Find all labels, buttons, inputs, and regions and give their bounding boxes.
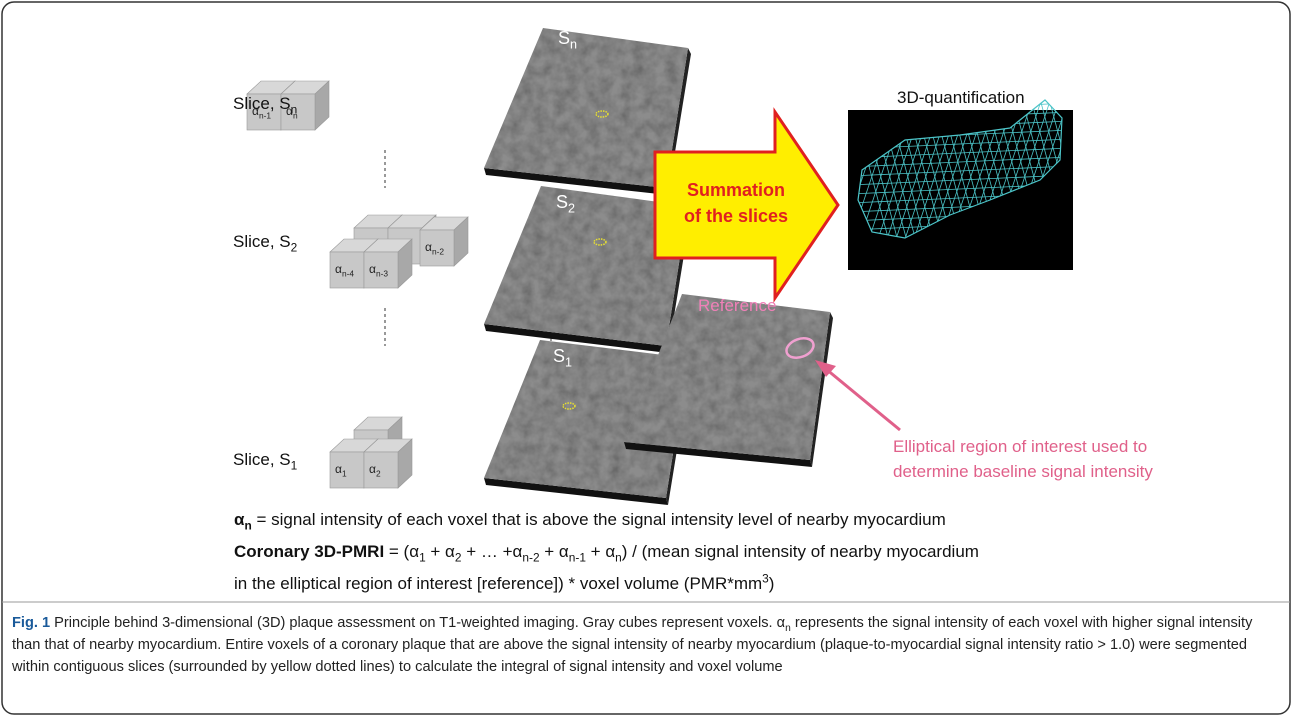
text: + α [586,542,615,561]
subscript: n-4 [342,268,354,278]
subscript: n [615,550,622,564]
text: α [369,262,376,276]
text: in the elliptical region of interest [re… [234,574,762,593]
slice-image-label: S1 [553,346,572,367]
subscript: 1 [342,468,347,478]
voxel-label: αn-2 [425,240,444,254]
subscript: 2 [376,468,381,478]
text: S [553,346,565,366]
equation: Coronary 3D-PMRI = (α1 + α2 + … +αn-2 + … [234,542,979,562]
slice-label: Slice, S2 [233,232,297,252]
voxel-label: α1 [335,462,347,476]
subscript: n-2 [432,246,444,256]
text: = (α [384,542,419,561]
mesh-line [1075,95,1115,245]
caption: Fig. 1 Principle behind 3-dimensional (3… [12,612,1280,678]
text: + α [540,542,569,561]
superscript: 3 [762,571,769,585]
subscript: 2 [455,550,462,564]
subscript: 1 [291,458,298,472]
slice-image-label: Sn [558,28,577,49]
subscript: 2 [291,240,298,254]
equation: αn = signal intensity of each voxel that… [234,510,946,530]
voxel-cubes [247,81,468,488]
subscript: n-2 [522,550,539,564]
text: S [556,192,568,212]
text: S [558,28,570,48]
text: α [335,462,342,476]
subscript: n-1 [569,550,586,564]
subscript: n-1 [259,110,271,120]
summation-arrow [655,112,838,298]
summation-label: Summation [687,180,785,201]
bold-text: α [234,510,244,529]
figure: Slice, SnSlice, S2Slice, S1αn-1αnαn-4αn-… [0,0,1292,716]
voxel-label: α2 [369,462,381,476]
text: Principle behind 3-dimensional (3D) plaq… [50,615,785,631]
subscript: n [293,110,298,120]
text: α [369,462,376,476]
roi-note: determine baseline signal intensity [893,462,1153,482]
subscript: 1 [565,356,572,370]
slice-label: Slice, S1 [233,450,297,470]
bold-text: Coronary 3D-PMRI [234,542,384,561]
voxel-label: αn-4 [335,262,354,276]
figure-art [0,0,1292,716]
quantification-title: 3D-quantification [897,88,1025,108]
text: α [252,104,259,118]
text: + … +α [462,542,523,561]
voxel-label: αn [286,104,298,118]
text: α [425,240,432,254]
subscript: 2 [568,202,575,216]
subscript: n [244,518,251,532]
summation-label: of the slices [684,206,788,227]
text: Slice, S [233,232,291,251]
text: α [335,262,342,276]
text: α [286,104,293,118]
voxel-label: αn-3 [369,262,388,276]
text: Slice, S [233,450,291,469]
subscript: n-3 [376,268,388,278]
text: + α [426,542,455,561]
text: ) [769,574,775,593]
slice-image-label: S2 [556,192,575,213]
text: = signal intensity of each voxel that is… [252,510,946,529]
equation: in the elliptical region of interest [re… [234,574,774,594]
voxel-label: αn-1 [252,104,271,118]
roi-arrow [826,369,900,430]
text: ) / (mean signal intensity of nearby myo… [622,542,979,561]
bold-text: Fig. 1 [12,615,50,631]
subscript: n [570,38,577,52]
subscript: 1 [419,550,426,564]
roi-note: Elliptical region of interest used to [893,437,1147,457]
reference-label: Reference [698,296,776,316]
